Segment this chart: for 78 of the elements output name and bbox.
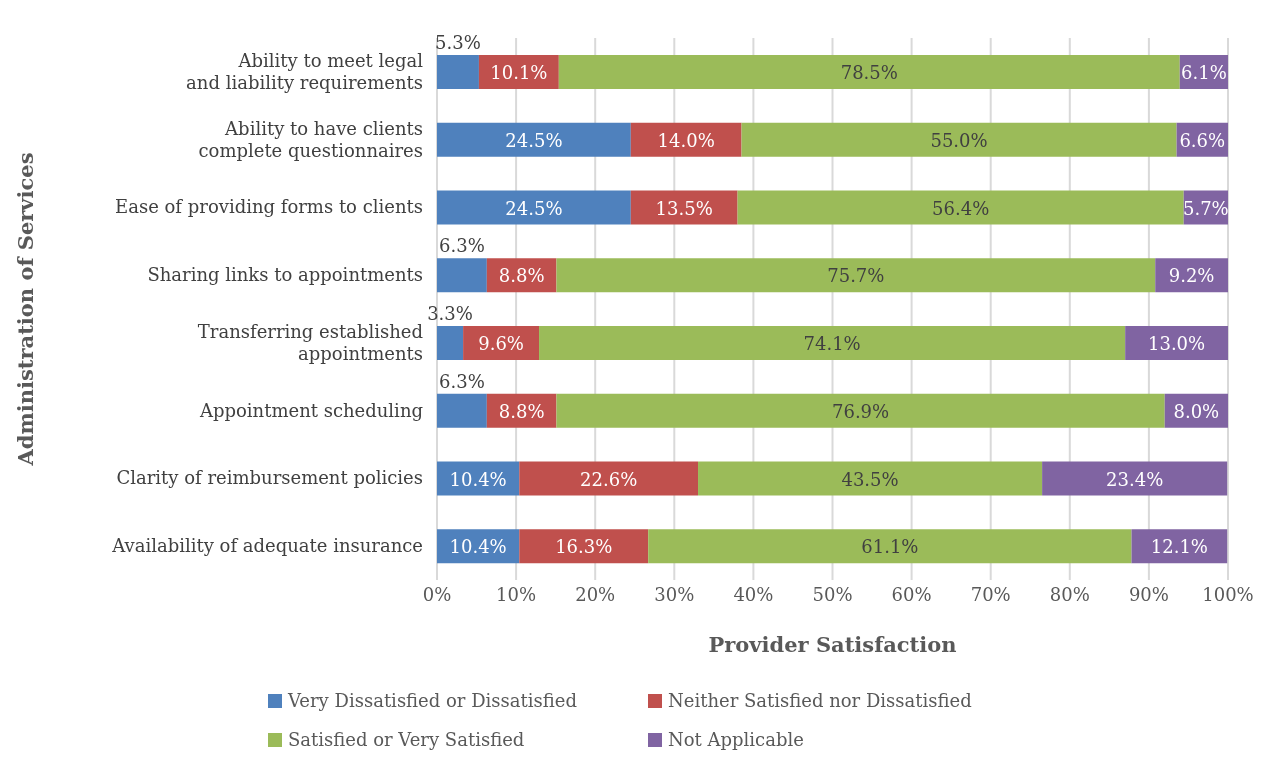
legend-label: Not Applicable [668, 729, 804, 750]
x-tick-label: 80% [1049, 583, 1090, 605]
bar [437, 190, 631, 225]
data-label: 9.2% [1168, 265, 1215, 287]
data-label: 56.4% [932, 197, 990, 219]
data-label: 3.3% [427, 303, 473, 324]
y-tick-label: Appointment scheduling [198, 399, 423, 421]
data-label: 61.1% [861, 536, 919, 558]
data-label: 24.5% [505, 129, 563, 151]
bar [539, 326, 1126, 360]
bar [519, 461, 699, 496]
legend-label: Very Dissatisfied or Dissatisfied [288, 690, 577, 711]
x-tick-label: 90% [1128, 583, 1169, 605]
bar [630, 122, 742, 157]
bar [519, 529, 649, 564]
x-tick-label: 30% [654, 583, 695, 605]
bar [648, 529, 1132, 564]
data-label: 10.4% [449, 536, 507, 558]
data-label: 10.4% [449, 468, 507, 490]
bar [437, 258, 487, 293]
y-tick-label: Clarity of reimbursement policies [116, 467, 423, 489]
data-label: 75.7% [827, 265, 885, 287]
bar [741, 122, 1177, 157]
data-label: 16.3% [555, 536, 613, 558]
data-label: 43.5% [841, 468, 899, 490]
data-label: 6.3% [439, 370, 485, 392]
data-label: 78.5% [840, 62, 898, 83]
data-label: 10.1% [490, 62, 548, 83]
y-tick-label: Availability of adequate insurance [111, 535, 423, 557]
y-tick-label: Transferring established appointments [197, 320, 423, 364]
bar [437, 393, 487, 428]
bar [556, 393, 1165, 428]
data-label: 76.9% [831, 400, 890, 422]
data-label: 8.0% [1173, 400, 1220, 422]
x-tick-label: 0% [422, 583, 452, 605]
data-label: 24.5% [505, 197, 563, 219]
data-label: 9.6% [478, 333, 524, 354]
x-tick-label: 50% [812, 583, 853, 605]
data-label: 13.0% [1147, 333, 1206, 354]
data-label: 13.5% [655, 197, 713, 219]
data-label: 22.6% [580, 468, 638, 490]
data-label: 8.8% [498, 400, 545, 422]
bar [1131, 529, 1228, 564]
bar [556, 258, 1156, 293]
x-axis-title: Provider Satisfaction [708, 632, 957, 657]
data-label: 6.3% [439, 235, 485, 257]
bar [437, 326, 464, 360]
y-tick-label: Sharing links to appointments [147, 264, 423, 286]
y-tick-label: Ability to have clients complete questionnaires [198, 117, 423, 161]
x-tick-label: 70% [970, 583, 1011, 605]
data-label: 5.7% [1182, 197, 1229, 219]
bar [558, 55, 1180, 89]
y-axis-title: Administration of Services [13, 152, 39, 467]
legend-label: Satisfied or Very Satisfied [288, 729, 525, 750]
data-label: 14.0% [657, 129, 715, 151]
data-label: 55.0% [930, 129, 988, 151]
data-label: 5.3% [435, 32, 481, 53]
x-tick-label: 100% [1202, 583, 1254, 605]
bar [437, 122, 631, 157]
bar [1125, 326, 1228, 360]
x-tick-label: 60% [891, 583, 932, 605]
bar [437, 55, 479, 89]
bar [698, 461, 1043, 496]
x-tick-label: 20% [575, 583, 616, 605]
data-label: 23.4% [1106, 468, 1164, 490]
data-label: 74.1% [803, 333, 861, 354]
bar [1042, 461, 1228, 496]
data-label: 8.8% [498, 265, 545, 287]
x-tick-label: 10% [496, 583, 537, 605]
x-tick-label: 40% [733, 583, 774, 605]
data-label: 12.1% [1150, 536, 1208, 558]
y-tick-label: Ease of providing forms to clients [115, 196, 423, 218]
legend-label: Neither Satisfied nor Dissatisfied [668, 690, 972, 711]
bar [737, 190, 1184, 225]
data-label: 6.1% [1181, 62, 1227, 83]
bar [630, 190, 738, 225]
data-label: 6.6% [1179, 129, 1226, 151]
y-tick-label: Ability to meet legal and liability requirements [186, 49, 424, 93]
